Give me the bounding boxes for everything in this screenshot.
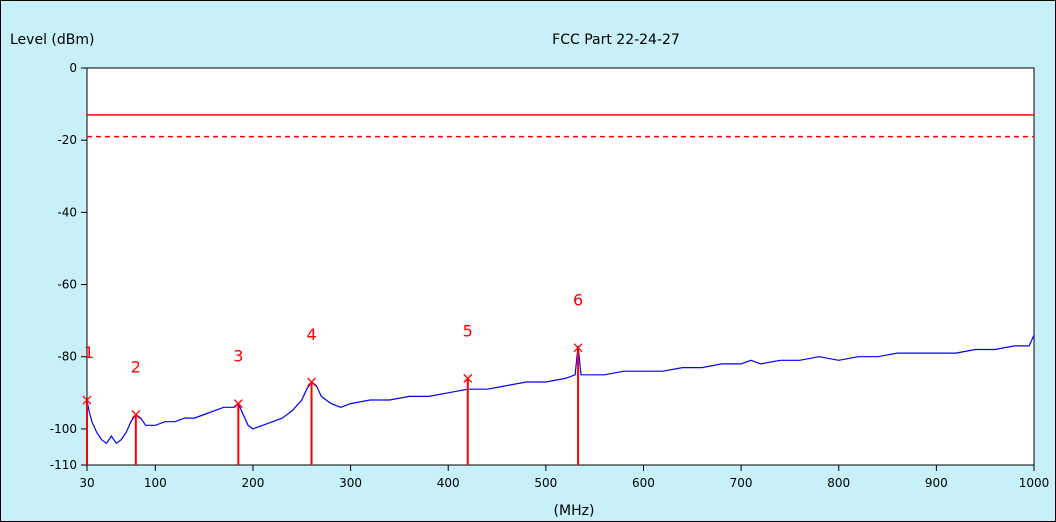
marker-cross (82, 395, 92, 405)
x-tick-label: 400 (437, 476, 460, 490)
y-tick-label: -80 (57, 350, 77, 364)
x-tick-label: 500 (534, 476, 557, 490)
marker-label: 1 (84, 343, 94, 362)
y-tick-label: -20 (57, 133, 77, 147)
plot-area (86, 67, 1035, 466)
marker-cross (233, 399, 243, 409)
x-tick-label: 900 (925, 476, 948, 490)
x-tick-label: 30 (79, 476, 94, 490)
y-tick-label: 0 (69, 61, 77, 75)
marker-label: 5 (463, 321, 473, 340)
x-tick-label: 1000 (1019, 476, 1050, 490)
y-tick-label: -110 (50, 458, 77, 472)
marker-cross (573, 343, 583, 353)
marker-label: 4 (306, 325, 316, 344)
marker-cross (463, 373, 473, 383)
y-tick-label: -100 (50, 422, 77, 436)
x-tick-label: 700 (730, 476, 753, 490)
x-tick-label: 600 (632, 476, 655, 490)
y-axis-title: Level (dBm) (10, 32, 94, 48)
marker-label: 2 (131, 357, 141, 376)
y-tick-label: -40 (57, 205, 77, 219)
x-tick-label: 200 (242, 476, 265, 490)
marker-cross (307, 377, 317, 387)
x-axis-title: (MHz) (554, 503, 595, 519)
marker-label: 6 (573, 291, 583, 310)
marker-cross (131, 410, 141, 419)
marker-label: 3 (233, 347, 243, 366)
x-tick-label: 800 (827, 476, 850, 490)
y-tick-label: -60 (57, 278, 77, 292)
chart-title: FCC Part 22-24-27 (552, 32, 680, 48)
x-tick-label: 300 (339, 476, 362, 490)
series-line (86, 334, 1035, 445)
x-tick-label: 100 (144, 476, 167, 490)
